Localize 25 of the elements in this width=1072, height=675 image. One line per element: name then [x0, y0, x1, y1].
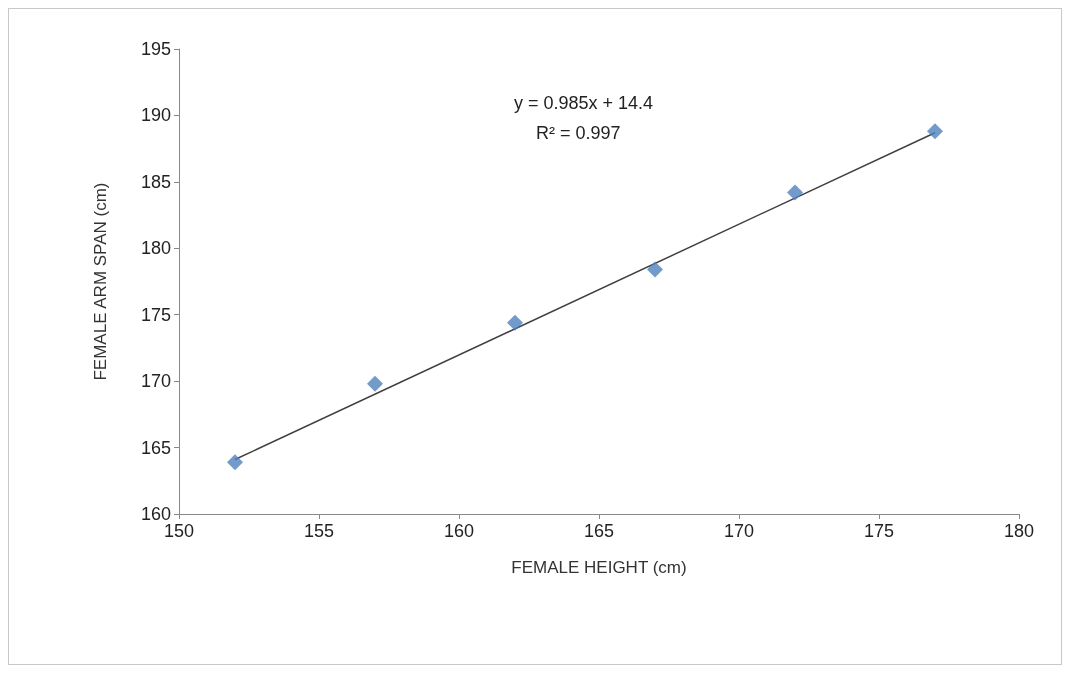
annotation: R² = 0.997	[536, 123, 621, 143]
point	[787, 184, 803, 201]
x-tick-label: 165	[583, 521, 615, 541]
y-tick-label: 165	[140, 437, 171, 458]
point	[367, 375, 383, 392]
point	[927, 123, 943, 140]
y-tick-label: 170	[140, 371, 171, 392]
y-tick-label: 160	[140, 504, 171, 524]
y-axis-title: FEMALE ARM SPAN (cm)	[91, 182, 110, 381]
x-tick-label: 170	[723, 521, 755, 541]
x-axis-title: FEMALE HEIGHT (cm)	[511, 558, 687, 577]
point	[647, 261, 663, 278]
x-tick-label: 155	[303, 521, 335, 541]
x-tick-label: 175	[863, 521, 895, 541]
x-tick-label: 180	[1003, 521, 1035, 541]
y-tick-label: 190	[140, 105, 171, 126]
point	[507, 314, 523, 331]
x-tick-label: 150	[163, 521, 195, 541]
y-tick-label: 195	[140, 39, 171, 59]
y-tick-label: 175	[140, 304, 171, 325]
point	[227, 454, 243, 471]
y-tick-label: 185	[140, 171, 171, 192]
y-tick-label: 180	[140, 238, 171, 259]
annotation: y = 0.985x + 14.4	[514, 93, 654, 113]
x-tick-label: 160	[443, 521, 475, 541]
